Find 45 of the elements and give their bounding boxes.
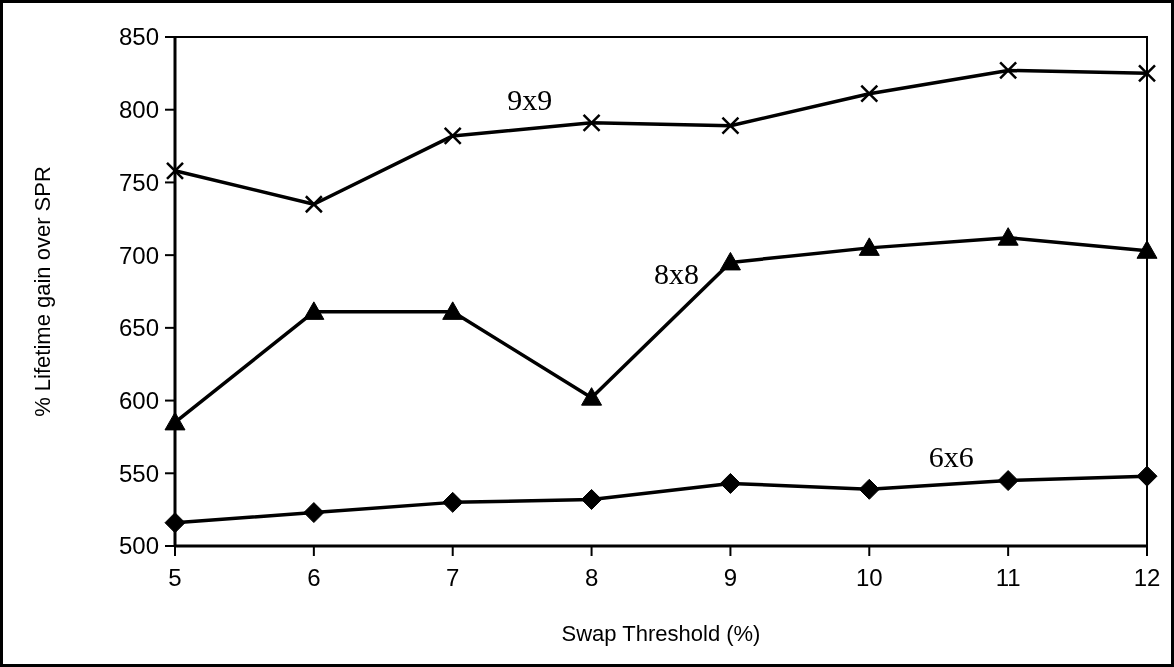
point [997,470,1019,492]
x-tick-label: 11 [995,564,1021,591]
y-tick-label: 600 [118,386,159,414]
point [164,512,186,534]
point [443,126,462,146]
series-label: 6x6 [928,440,974,474]
x-tick-label: 5 [168,564,182,591]
point [997,227,1019,246]
point [304,194,324,214]
x-tick-label: 6 [307,564,321,591]
x-tick-label: 10 [855,564,883,591]
point [581,387,603,406]
point [719,472,741,494]
x-axis-title: Swap Threshold (%) [561,621,761,646]
point [303,301,325,320]
y-tick-label: 750 [118,168,159,196]
y-tick-label: 800 [118,96,159,124]
series-label: 8x8 [653,257,699,291]
point [998,61,1018,80]
series-label: 9x9 [507,82,553,116]
point [1136,240,1158,259]
x-tick-label: 8 [584,564,599,591]
point [1137,64,1157,83]
point [442,301,464,320]
point [164,411,186,431]
point [858,478,880,500]
y-axis-title: % Lifetime gain over SPR [30,166,55,417]
x-tick-label: 12 [1133,564,1161,591]
point [442,491,464,513]
y-tick-label: 850 [118,23,159,51]
point [858,237,880,256]
point [860,84,879,103]
y-tick-label: 650 [118,314,159,342]
point [303,502,325,524]
y-tick-label: 700 [118,241,159,269]
point [582,113,601,133]
point [721,116,740,135]
x-tick-label: 7 [446,564,460,591]
point [581,488,603,510]
y-tick-label: 550 [118,459,159,487]
point [165,161,185,181]
point [1136,465,1158,487]
x-tick-label: 9 [723,564,738,591]
point [719,251,741,271]
y-tick-label: 500 [118,532,159,560]
